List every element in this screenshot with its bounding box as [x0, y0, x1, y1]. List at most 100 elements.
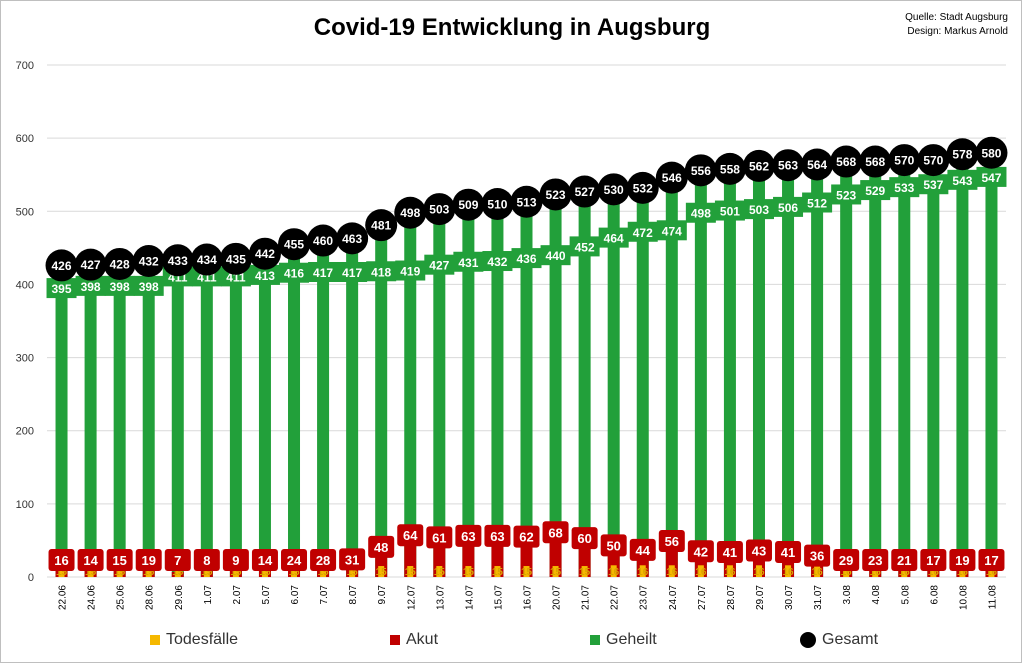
label-gesamt: 532: [633, 181, 653, 195]
x-tick-label: 16.07: [523, 585, 534, 610]
bar-todesfaelle: [116, 566, 123, 577]
label-box-akut: [833, 549, 860, 571]
label-akut: 62: [519, 530, 533, 545]
label-todesfaelle: 15: [318, 567, 330, 578]
label-geheilt: 523: [836, 188, 856, 202]
label-akut: 68: [548, 525, 562, 540]
bar-geheilt: [869, 161, 882, 577]
label-geheilt: 395: [52, 282, 72, 296]
label-box-akut: [513, 525, 540, 548]
label-todesfaelle: 15: [492, 567, 504, 578]
label-box-geheilt: [802, 192, 833, 213]
label-akut: 14: [83, 553, 98, 568]
label-gesamt: 578: [952, 148, 972, 162]
label-todesfaelle: 15: [376, 567, 388, 578]
bar-todesfaelle: [261, 566, 268, 577]
marker-gesamt: [975, 136, 1008, 169]
x-tick-label: 1.07: [203, 585, 214, 605]
label-box-geheilt: [46, 278, 77, 299]
bar-todesfaelle: [465, 566, 472, 577]
label-akut: 7: [174, 553, 181, 568]
x-tick-label: 30.07: [784, 585, 795, 610]
bar-geheilt: [84, 264, 97, 577]
label-box-akut: [891, 549, 918, 571]
bar-todesfaelle: [814, 565, 821, 577]
bar-geheilt: [258, 253, 271, 578]
label-todesfaelle: 15: [579, 567, 591, 578]
label-todesfaelle: 16: [841, 567, 853, 578]
label-geheilt: 543: [952, 174, 972, 188]
legend-label-geheilt: Geheilt: [606, 631, 657, 648]
label-todesfaelle: 16: [782, 567, 794, 578]
bar-geheilt: [927, 160, 940, 578]
x-tick-label: 14.07: [464, 585, 475, 610]
y-tick-label: 500: [16, 206, 34, 218]
marker-gesamt: [190, 243, 223, 276]
legend-label-gesamt: Gesamt: [822, 631, 879, 648]
label-box-geheilt: [337, 261, 368, 282]
bar-geheilt: [55, 265, 68, 577]
label-gesamt: 568: [865, 155, 885, 169]
label-box-akut: [310, 549, 337, 571]
marker-gesamt: [655, 161, 688, 194]
chart-title: Covid-19 Entwicklung in Augsburg: [313, 14, 711, 41]
label-todesfaelle: 15: [114, 567, 126, 578]
label-box-geheilt: [831, 184, 862, 205]
bar-todesfaelle: [959, 565, 966, 577]
x-tick-label: 13.07: [435, 585, 446, 610]
label-geheilt: 413: [255, 269, 275, 283]
bar-geheilt: [782, 165, 795, 577]
label-todesfaelle: 16: [986, 567, 998, 578]
label-akut: 14: [258, 553, 273, 568]
label-todesfaelle: 15: [405, 567, 417, 578]
marker-gesamt: [278, 228, 311, 261]
bar-geheilt: [404, 212, 417, 577]
label-geheilt: 547: [981, 171, 1001, 185]
label-akut: 44: [636, 543, 651, 558]
bar-todesfaelle: [436, 566, 443, 577]
label-box-geheilt: [249, 264, 280, 285]
label-box-geheilt: [424, 254, 455, 275]
label-todesfaelle: 15: [550, 567, 562, 578]
marker-gesamt: [626, 171, 659, 204]
x-tick-label: 22.07: [610, 585, 621, 610]
label-gesamt: 568: [836, 155, 856, 169]
label-gesamt: 570: [894, 154, 914, 168]
bar-todesfaelle: [232, 566, 239, 577]
x-tick-label: 15.07: [493, 585, 504, 610]
x-tick-label: 9.07: [377, 585, 388, 605]
label-gesamt: 481: [371, 219, 391, 233]
label-box-geheilt: [511, 248, 542, 269]
label-gesamt: 513: [516, 195, 536, 209]
bar-todesfaelle: [755, 565, 762, 577]
bar-geheilt: [549, 194, 562, 577]
y-tick-label: 600: [16, 133, 34, 145]
bar-todesfaelle: [726, 565, 733, 577]
label-todesfaelle: 16: [957, 567, 969, 578]
x-tick-label: 28.07: [726, 585, 737, 610]
label-box-akut: [106, 549, 133, 571]
label-todesfaelle: 16: [870, 567, 882, 578]
bar-geheilt: [346, 238, 359, 577]
label-gesamt: 570: [923, 154, 943, 168]
label-box-akut: [484, 524, 511, 547]
label-box-geheilt: [976, 166, 1007, 187]
legend-swatch-akut: [390, 635, 400, 645]
label-box-akut: [397, 524, 424, 547]
label-geheilt: 417: [313, 266, 333, 280]
label-todesfaelle: 15: [143, 567, 155, 578]
bar-geheilt: [491, 203, 504, 577]
label-gesamt: 428: [110, 257, 130, 271]
label-todesfaelle: 15: [288, 567, 300, 578]
label-akut: 19: [955, 553, 969, 568]
label-geheilt: 501: [720, 205, 740, 219]
bar-todesfaelle: [378, 566, 385, 577]
source-credit: Quelle: Stadt Augsburg: [905, 12, 1008, 23]
marker-gesamt: [452, 188, 485, 221]
x-tick-label: 3.08: [842, 585, 853, 605]
marker-gesamt: [394, 196, 427, 229]
bar-todesfaelle: [203, 566, 210, 577]
x-tick-label: 5.07: [261, 585, 272, 605]
label-box-geheilt: [773, 196, 804, 217]
bar-geheilt: [578, 191, 591, 577]
